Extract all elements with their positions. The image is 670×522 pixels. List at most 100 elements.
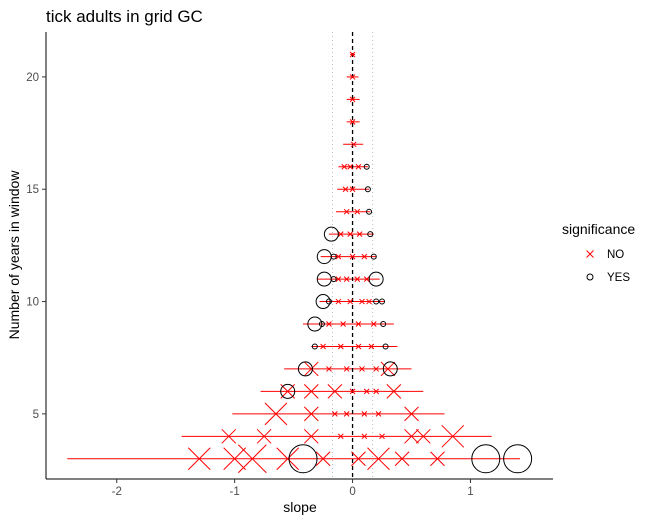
point-significant bbox=[382, 343, 389, 350]
legend-key-cross-icon bbox=[586, 250, 594, 258]
cross-stroke bbox=[335, 253, 342, 260]
cross-stroke bbox=[343, 208, 350, 215]
point-not-significant bbox=[315, 451, 331, 467]
point-not-significant bbox=[354, 208, 361, 215]
point-not-significant bbox=[340, 321, 346, 327]
y-tick-label: 20 bbox=[26, 72, 39, 84]
cross-stroke bbox=[349, 51, 356, 58]
point-not-significant bbox=[349, 118, 356, 125]
point-not-significant bbox=[349, 51, 356, 58]
x-tick-label: 0 bbox=[349, 486, 355, 498]
y-axis-title: Number of years in window bbox=[6, 170, 22, 340]
cross-stroke bbox=[315, 451, 331, 467]
x-axis-ticks: -2 -1 0 1 bbox=[112, 479, 474, 498]
point-not-significant bbox=[361, 253, 368, 260]
point-not-significant bbox=[327, 384, 343, 399]
point-not-significant bbox=[337, 231, 344, 238]
point-not-significant bbox=[342, 186, 349, 193]
cross-stroke bbox=[373, 388, 379, 395]
point-not-significant bbox=[343, 276, 350, 282]
y-tick-label: 15 bbox=[26, 184, 39, 196]
point-significant bbox=[370, 253, 377, 260]
point-not-significant bbox=[366, 298, 372, 305]
point-significant bbox=[364, 186, 371, 193]
cross-stroke bbox=[363, 388, 370, 395]
point-not-significant bbox=[320, 343, 326, 350]
point-not-significant bbox=[430, 451, 445, 467]
cross-stroke bbox=[341, 163, 348, 170]
cross-stroke bbox=[337, 433, 344, 440]
cross-stroke bbox=[349, 118, 356, 125]
y-axis-ticks: 5 10 15 20 bbox=[26, 72, 46, 421]
point-not-significant bbox=[347, 298, 354, 305]
legend-entry-yes: YES bbox=[586, 272, 630, 284]
legend-label-no: NO bbox=[607, 249, 624, 261]
point-not-significant bbox=[332, 411, 338, 417]
cross-stroke bbox=[361, 433, 368, 440]
x-tick-label: -1 bbox=[230, 486, 240, 498]
cross-stroke bbox=[276, 447, 300, 471]
cross-stroke bbox=[355, 321, 362, 327]
point-not-significant bbox=[343, 208, 350, 215]
plot-area bbox=[67, 32, 533, 479]
cross-stroke bbox=[350, 141, 357, 148]
cross-stroke bbox=[237, 444, 267, 474]
point-not-significant bbox=[276, 447, 300, 471]
cross-stroke bbox=[373, 366, 379, 372]
legend-cross-mark bbox=[586, 250, 594, 258]
point-not-significant bbox=[367, 447, 390, 471]
legend-label-yes: YES bbox=[607, 272, 630, 284]
cross-stroke bbox=[187, 447, 211, 471]
cross-stroke bbox=[256, 428, 272, 444]
cross-stroke bbox=[355, 163, 362, 170]
point-not-significant bbox=[349, 388, 356, 395]
cross-stroke bbox=[303, 428, 319, 444]
x-axis-title: slope bbox=[283, 499, 317, 515]
cross-stroke bbox=[441, 424, 465, 448]
point-not-significant bbox=[349, 253, 356, 260]
cross-stroke bbox=[337, 231, 344, 238]
point-significant bbox=[288, 444, 318, 474]
cross-stroke bbox=[347, 231, 354, 238]
point-not-significant bbox=[349, 186, 356, 193]
cross-stroke bbox=[430, 451, 445, 467]
point-not-significant bbox=[343, 411, 350, 417]
point-not-significant bbox=[347, 231, 354, 238]
cross-stroke bbox=[359, 298, 365, 305]
point-not-significant bbox=[354, 276, 361, 282]
point-not-significant bbox=[441, 424, 465, 448]
point-significant bbox=[373, 298, 380, 305]
point-not-significant bbox=[343, 366, 350, 372]
cross-stroke bbox=[342, 186, 349, 193]
cross-stroke bbox=[327, 384, 343, 399]
cross-stroke bbox=[223, 447, 247, 471]
point-not-significant bbox=[337, 433, 344, 440]
cross-stroke bbox=[368, 343, 375, 350]
point-significant bbox=[367, 231, 374, 238]
point-significant bbox=[382, 361, 398, 377]
point-significant bbox=[366, 208, 373, 215]
cross-stroke bbox=[349, 388, 356, 395]
y-tick-label: 5 bbox=[33, 409, 39, 421]
point-not-significant bbox=[326, 366, 332, 372]
cross-stroke bbox=[349, 186, 356, 193]
point-not-significant bbox=[415, 428, 431, 444]
point-not-significant bbox=[303, 428, 319, 444]
cross-stroke bbox=[303, 361, 319, 377]
point-not-significant bbox=[303, 384, 319, 399]
cross-stroke bbox=[394, 451, 410, 467]
point-not-significant bbox=[221, 428, 237, 444]
point-not-significant bbox=[264, 402, 288, 426]
cross-stroke bbox=[349, 96, 356, 103]
cross-stroke bbox=[326, 366, 332, 372]
point-not-significant bbox=[370, 321, 377, 327]
point-not-significant bbox=[335, 253, 342, 260]
x-tick-label: -2 bbox=[112, 486, 122, 498]
point-significant bbox=[325, 298, 332, 305]
point-not-significant bbox=[361, 411, 368, 417]
point-not-significant bbox=[363, 388, 370, 395]
point-not-significant bbox=[237, 444, 267, 474]
data-points bbox=[187, 51, 533, 474]
point-not-significant bbox=[355, 163, 362, 170]
cross-stroke bbox=[335, 298, 342, 305]
